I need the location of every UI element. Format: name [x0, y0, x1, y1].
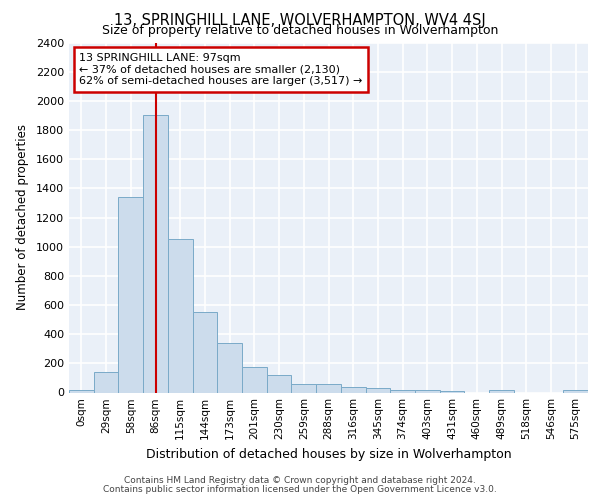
- Text: 13, SPRINGHILL LANE, WOLVERHAMPTON, WV4 4SJ: 13, SPRINGHILL LANE, WOLVERHAMPTON, WV4 …: [114, 12, 486, 28]
- Text: Contains HM Land Registry data © Crown copyright and database right 2024.: Contains HM Land Registry data © Crown c…: [124, 476, 476, 485]
- Y-axis label: Number of detached properties: Number of detached properties: [16, 124, 29, 310]
- Bar: [143, 116, 168, 392]
- Bar: [415, 390, 440, 392]
- Bar: [292, 384, 316, 392]
- Text: Contains public sector information licensed under the Open Government Licence v3: Contains public sector information licen…: [103, 485, 497, 494]
- Bar: [242, 367, 267, 392]
- Bar: [390, 390, 415, 392]
- Text: 13 SPRINGHILL LANE: 97sqm
← 37% of detached houses are smaller (2,130)
62% of se: 13 SPRINGHILL LANE: 97sqm ← 37% of detac…: [79, 53, 363, 86]
- Bar: [168, 240, 193, 392]
- Text: Size of property relative to detached houses in Wolverhampton: Size of property relative to detached ho…: [102, 24, 498, 37]
- Bar: [118, 197, 143, 392]
- Bar: [217, 343, 242, 392]
- Bar: [69, 390, 94, 392]
- Bar: [94, 372, 118, 392]
- Bar: [193, 312, 217, 392]
- Bar: [563, 390, 588, 392]
- Bar: [440, 391, 464, 392]
- Bar: [489, 390, 514, 392]
- Bar: [341, 388, 365, 392]
- Bar: [316, 384, 341, 392]
- X-axis label: Distribution of detached houses by size in Wolverhampton: Distribution of detached houses by size …: [146, 448, 511, 461]
- Bar: [267, 375, 292, 392]
- Bar: [365, 388, 390, 392]
